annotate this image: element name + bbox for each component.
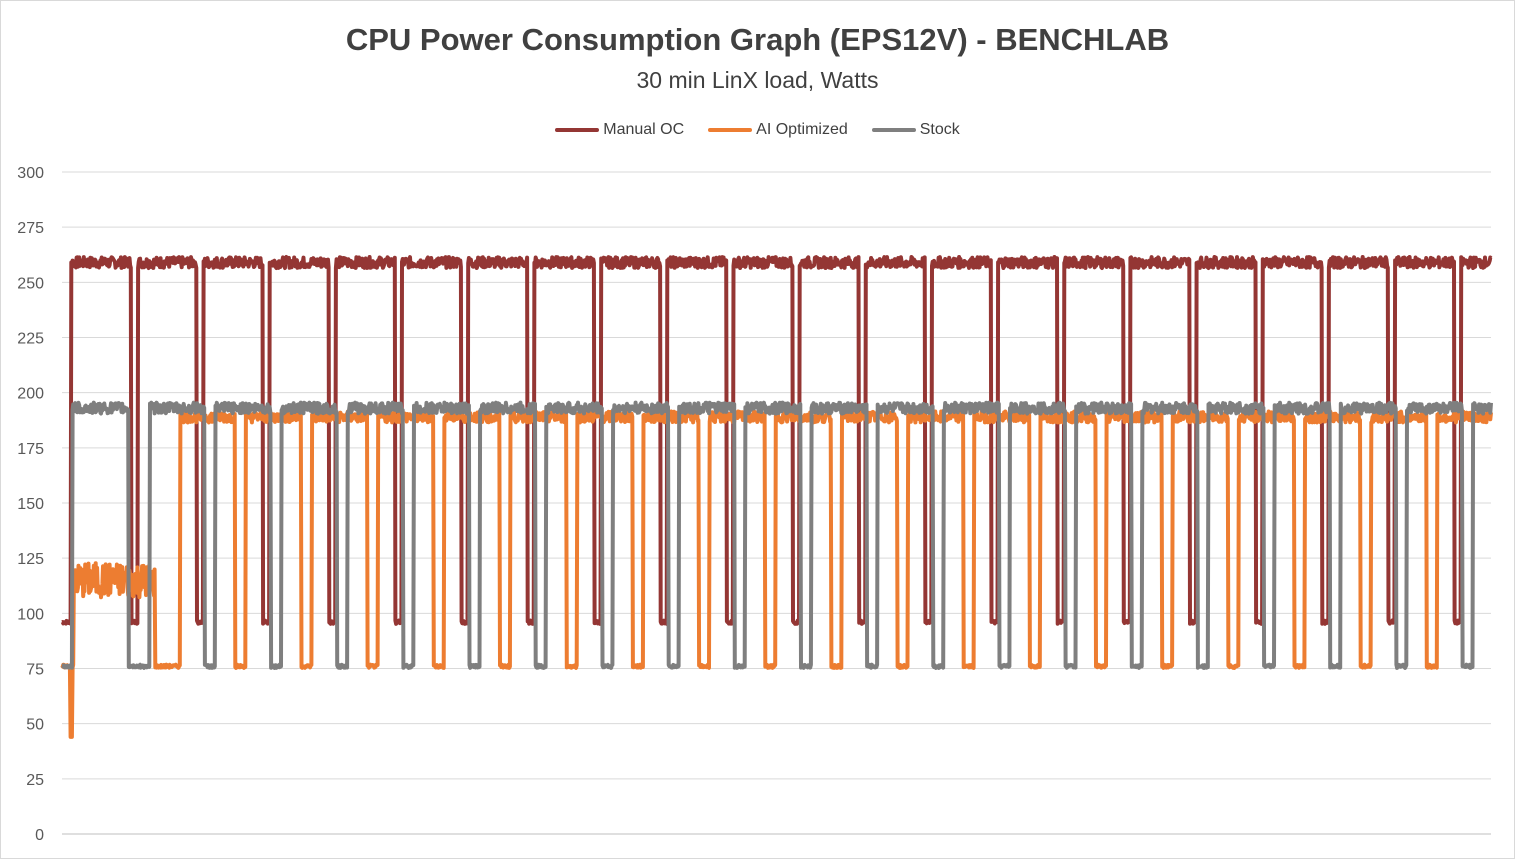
legend-swatch-manual-oc bbox=[555, 128, 600, 132]
legend-item-manual-oc: Manual OC bbox=[555, 121, 684, 139]
y-tick-label-300: 300 bbox=[17, 165, 44, 182]
y-tick-label-225: 225 bbox=[17, 331, 44, 348]
legend-label-ai-optimized: AI Optimized bbox=[756, 121, 848, 138]
y-tick-label-150: 150 bbox=[17, 496, 44, 513]
series-lines bbox=[60, 255, 1493, 739]
legend-swatch-ai-optimized bbox=[708, 128, 753, 132]
y-tick-label-25: 25 bbox=[26, 772, 44, 789]
series-line-manual-oc bbox=[60, 255, 1493, 626]
legend-label-manual-oc: Manual OC bbox=[603, 121, 685, 138]
y-tick-label-275: 275 bbox=[17, 220, 44, 237]
y-axis-ticks: 0 25 50 75 100 125 150 175 200 225 250 275 300 bbox=[17, 165, 44, 844]
legend-item-stock: Stock bbox=[871, 121, 960, 139]
y-tick-label-250: 250 bbox=[17, 275, 44, 292]
y-tick-label-200: 200 bbox=[17, 386, 44, 403]
chart-title: CPU Power Consumption Graph (EPS12V) - B… bbox=[345, 22, 1170, 57]
legend-item-ai-optimized: AI Optimized bbox=[708, 121, 848, 139]
series-line-ai-optimized bbox=[60, 409, 1493, 739]
y-tick-label-125: 125 bbox=[17, 551, 44, 568]
y-tick-label-50: 50 bbox=[26, 717, 44, 734]
legend-swatch-stock bbox=[871, 128, 916, 132]
series-line-stock bbox=[60, 400, 1493, 670]
legend: Manual OC AI Optimized Stock bbox=[0, 121, 1515, 139]
y-tick-label-0: 0 bbox=[35, 827, 44, 844]
y-tick-label-100: 100 bbox=[17, 606, 44, 623]
y-tick-label-175: 175 bbox=[17, 441, 44, 458]
chart-subtitle: 30 min LinX load, Watts bbox=[636, 67, 879, 93]
y-tick-label-75: 75 bbox=[26, 662, 44, 679]
legend-label-stock: Stock bbox=[919, 121, 960, 138]
